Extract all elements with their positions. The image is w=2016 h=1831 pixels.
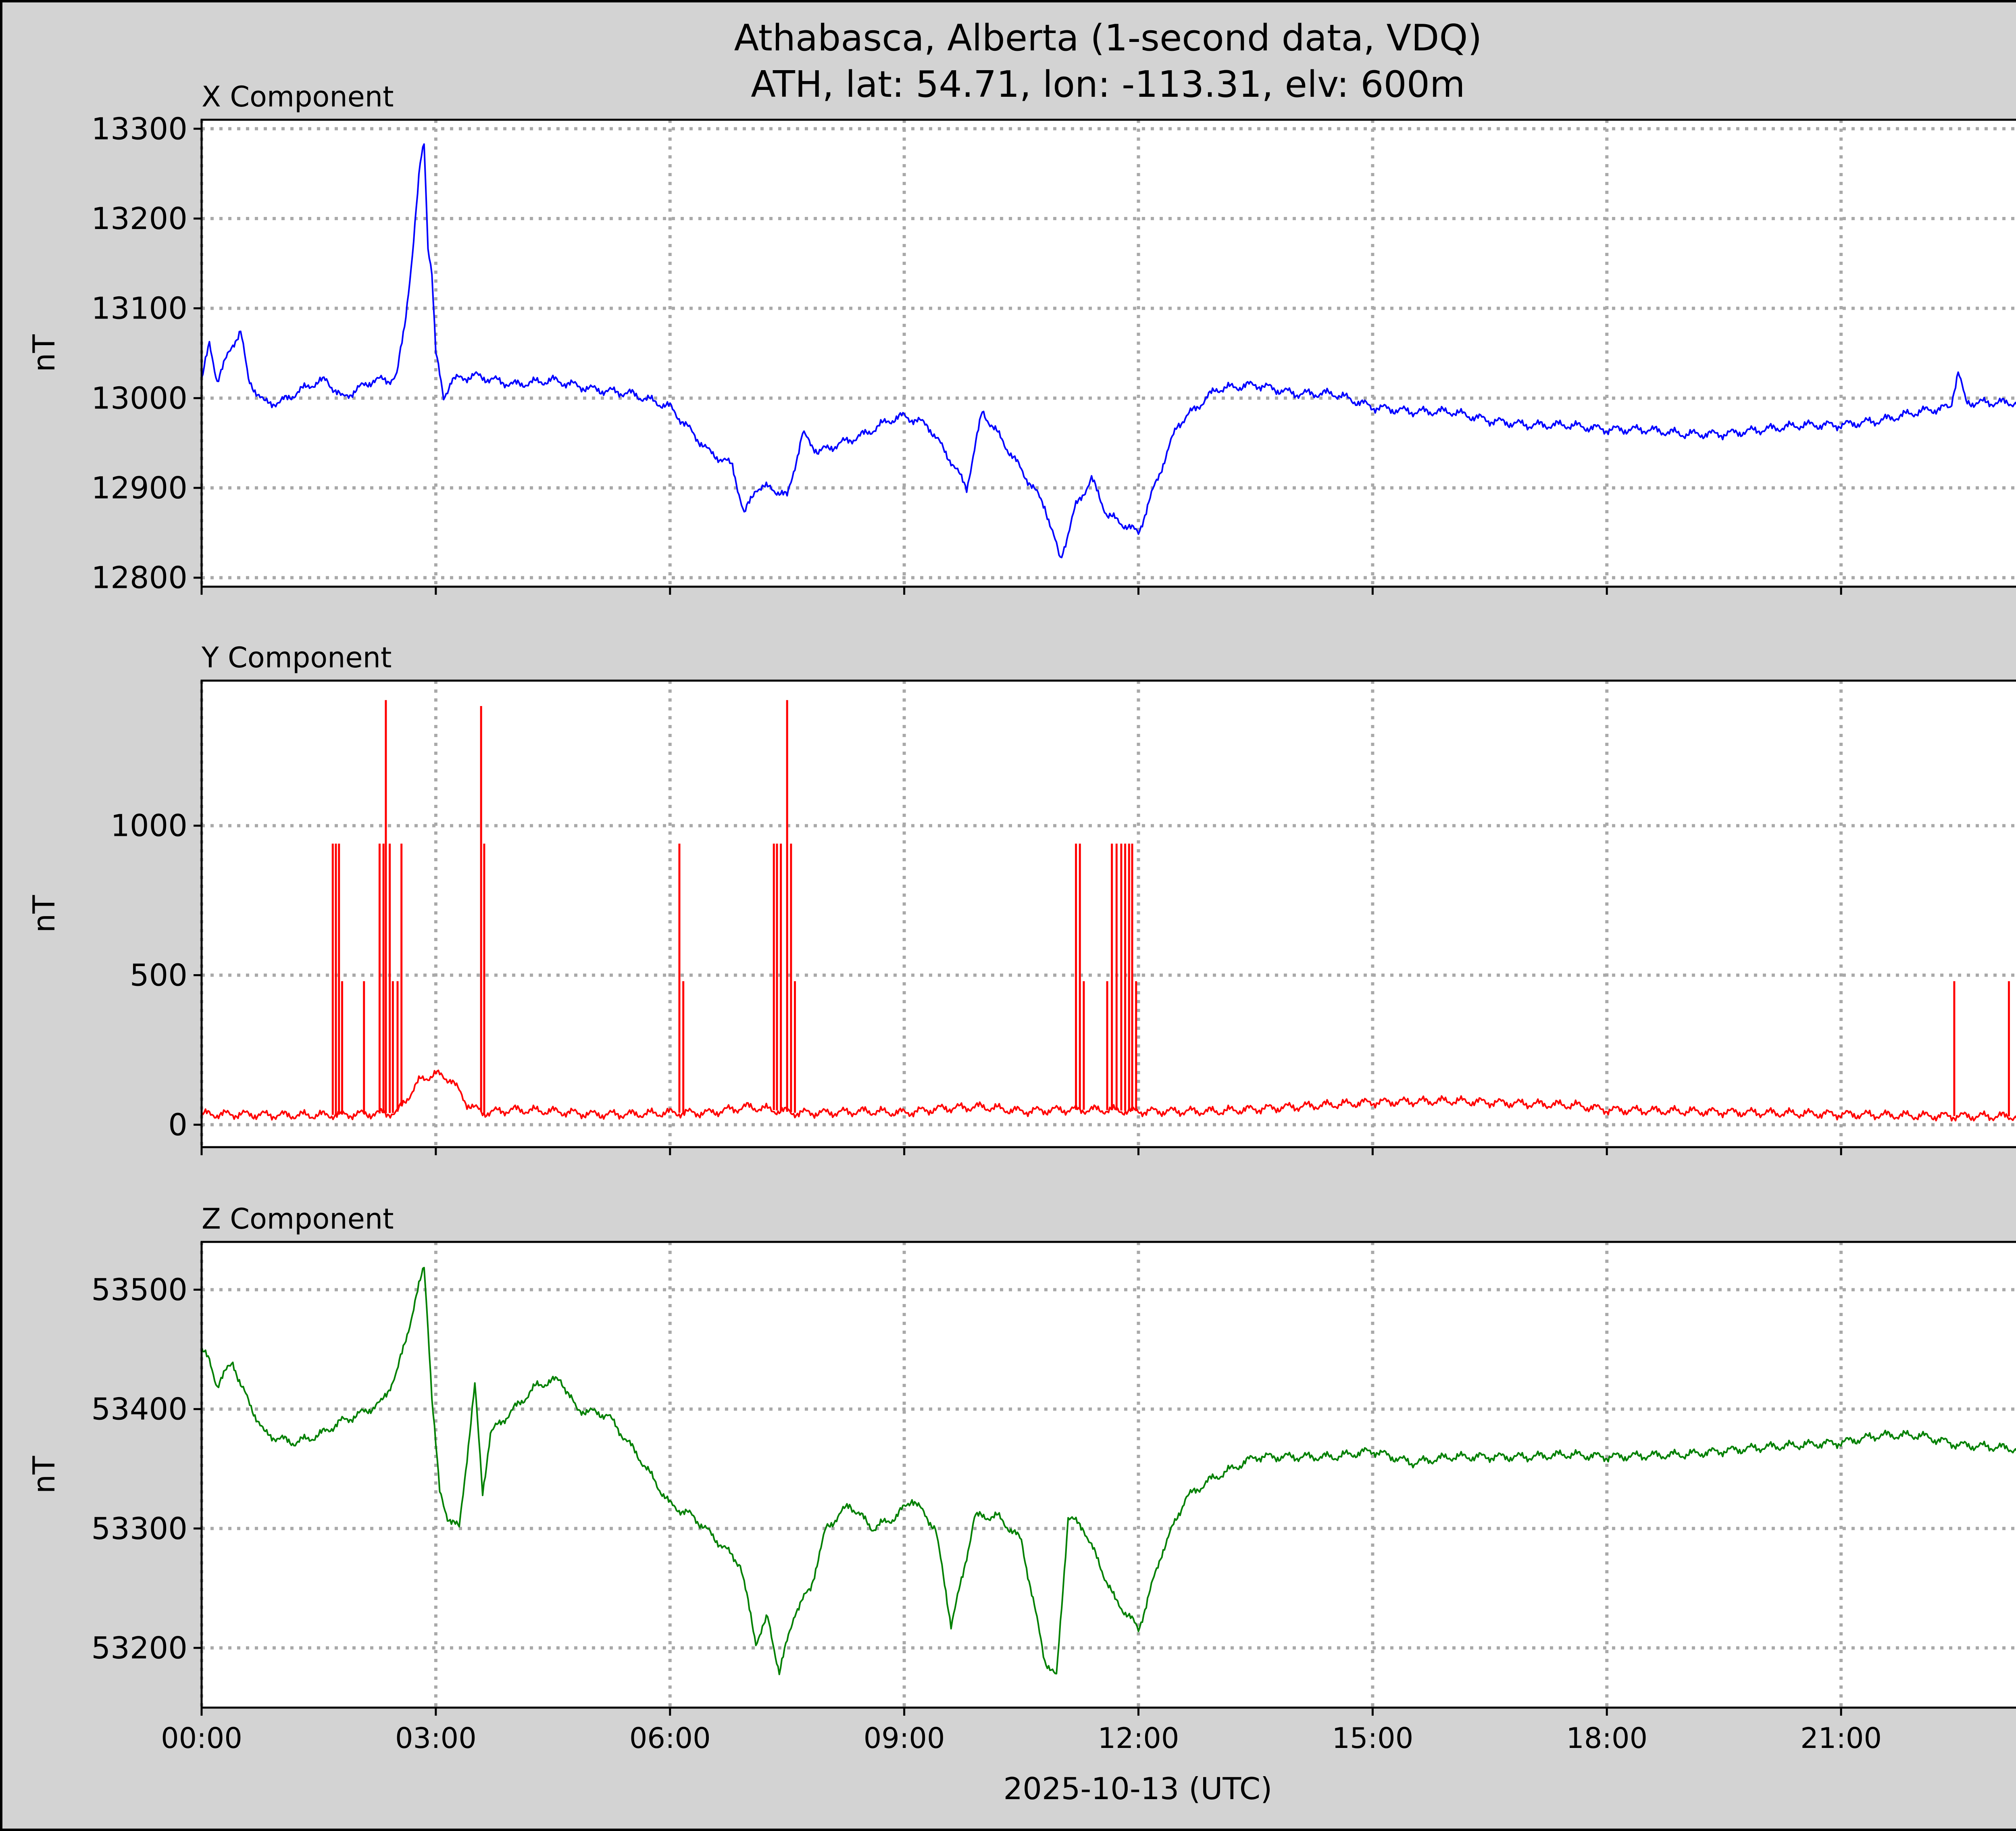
z-component-title: Z Component: [202, 1202, 394, 1235]
y-component-title: Y Component: [201, 641, 392, 674]
z-component-series-line: [202, 1266, 2016, 1675]
z-component-plot-area: [202, 1242, 2016, 1708]
figure-title-line2: ATH, lat: 54.71, lon: -113.31, elv: 600m: [751, 63, 1465, 106]
y-component-ytick-label-2: 1000: [110, 808, 187, 844]
z-component-xtick-label-2: 06:00: [629, 1722, 711, 1755]
z-component-xtick-label-1: 03:00: [395, 1722, 477, 1755]
z-component-xtick-label-3: 09:00: [864, 1722, 945, 1755]
x-axis-label: 2025-10-13 (UTC): [1004, 1771, 1272, 1806]
z-component-xtick-label-5: 15:00: [1332, 1722, 1414, 1755]
z-component-panel: 53200 53300 53400 53500 00:00 03:00 06:00 09:00…: [26, 1202, 2016, 1755]
x-component-ytick-label-4: 13200: [91, 201, 187, 236]
x-component-ytick-label-1: 12900: [91, 470, 187, 506]
y-component-ytick-label-0: 0: [168, 1107, 187, 1142]
z-component-ytick-label-0: 53200: [91, 1630, 187, 1666]
x-component-plot-area: [202, 120, 2016, 587]
x-component-ylabel: nT: [26, 334, 62, 372]
z-component-ytick-label-2: 53400: [91, 1391, 187, 1427]
y-component-ylabel: nT: [26, 895, 62, 933]
z-component-ytick-label-3: 53500: [91, 1272, 187, 1307]
z-component-ylabel: nT: [26, 1456, 62, 1494]
y-component-series-line: [202, 1069, 2016, 1122]
x-component-series-line: [202, 143, 2016, 558]
x-component-ytick-label-5: 13300: [91, 111, 187, 146]
y-component-ytick-label-1: 500: [130, 958, 187, 993]
y-component-plot-area: [202, 681, 2016, 1147]
z-component-xtick-label-4: 12:00: [1098, 1722, 1179, 1755]
x-component-ytick-label-3: 13100: [91, 291, 187, 326]
z-component-ytick-label-1: 53300: [91, 1511, 187, 1546]
x-component-ytick-label-2: 13000: [91, 380, 187, 416]
z-component-xtick-label-7: 21:00: [1800, 1722, 1882, 1755]
z-component-xtick-label-0: 00:00: [161, 1722, 242, 1755]
x-component-title: X Component: [202, 80, 394, 113]
x-component-ytick-label-0: 12800: [91, 560, 187, 596]
x-component-panel: 12800 12900 13000 13100 13200 13300 X Componen…: [26, 80, 2016, 596]
z-component-xtick-label-6: 18:00: [1566, 1722, 1647, 1755]
figure-title-line1: Athabasca, Alberta (1-second data, VDQ): [734, 17, 1482, 59]
y-component-panel: 0 500 1000 Y Component nT: [26, 641, 2016, 1155]
